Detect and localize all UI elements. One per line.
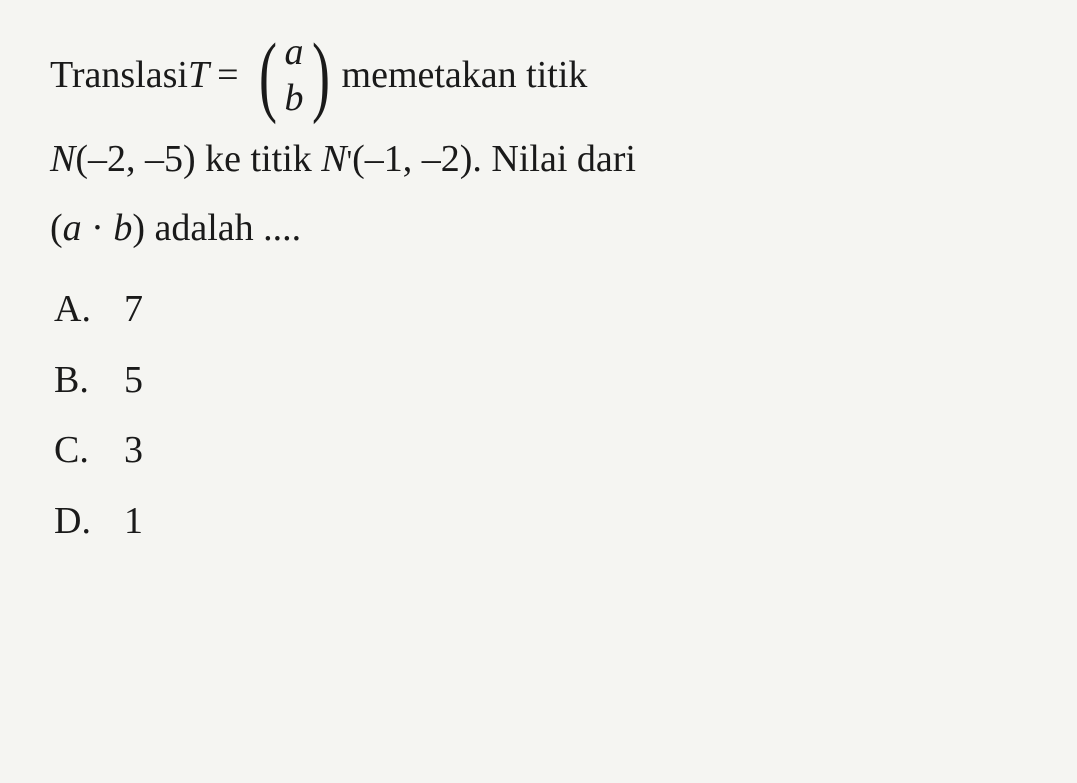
variable-N: N: [50, 138, 75, 180]
option-letter-a: A.: [54, 279, 124, 340]
option-letter-b: B.: [54, 350, 124, 411]
problem-line-2: N(–2, –5) ke titik N'(–1, –2). Nilai dar…: [50, 129, 1027, 190]
variable-N-prime: N: [321, 138, 346, 180]
option-letter-d: D.: [54, 491, 124, 552]
option-d: D. 1: [54, 491, 1027, 552]
option-c: C. 3: [54, 420, 1027, 481]
left-paren-icon: (: [259, 40, 277, 112]
matrix-element-b: b: [285, 76, 304, 122]
text-memetakan: memetakan titik: [342, 45, 588, 106]
option-a: A. 7: [54, 279, 1027, 340]
matrix-element-a: a: [285, 30, 304, 76]
option-value-d: 1: [124, 491, 143, 552]
text-translasi: Translasi: [50, 45, 188, 106]
answer-options: A. 7 B. 5 C. 3 D. 1: [50, 279, 1027, 552]
close-text: ) adalah ....: [132, 207, 301, 249]
column-vector: ( a b ): [253, 30, 336, 121]
problem-line-1: Translasi T = ( a b ) memetakan titik: [50, 30, 1027, 121]
option-letter-c: C.: [54, 420, 124, 481]
problem-line-3: (a · b) adalah ....: [50, 198, 1027, 259]
variable-b: b: [113, 207, 132, 249]
option-value-c: 3: [124, 420, 143, 481]
right-paren-icon: ): [312, 40, 330, 112]
variable-a: a: [63, 207, 82, 249]
open-paren: (: [50, 207, 63, 249]
option-value-b: 5: [124, 350, 143, 411]
option-b: B. 5: [54, 350, 1027, 411]
equals-sign: =: [217, 45, 238, 106]
option-value-a: 7: [124, 279, 143, 340]
dot-operator: ·: [82, 207, 114, 249]
matrix-column: a b: [283, 30, 306, 121]
coords-n-prime: (–1, –2). Nilai dari: [352, 138, 636, 180]
coords-n: (–2, –5) ke titik: [75, 138, 321, 180]
variable-T: T: [188, 45, 209, 106]
problem-statement: Translasi T = ( a b ) memetakan titik N(…: [50, 30, 1027, 259]
